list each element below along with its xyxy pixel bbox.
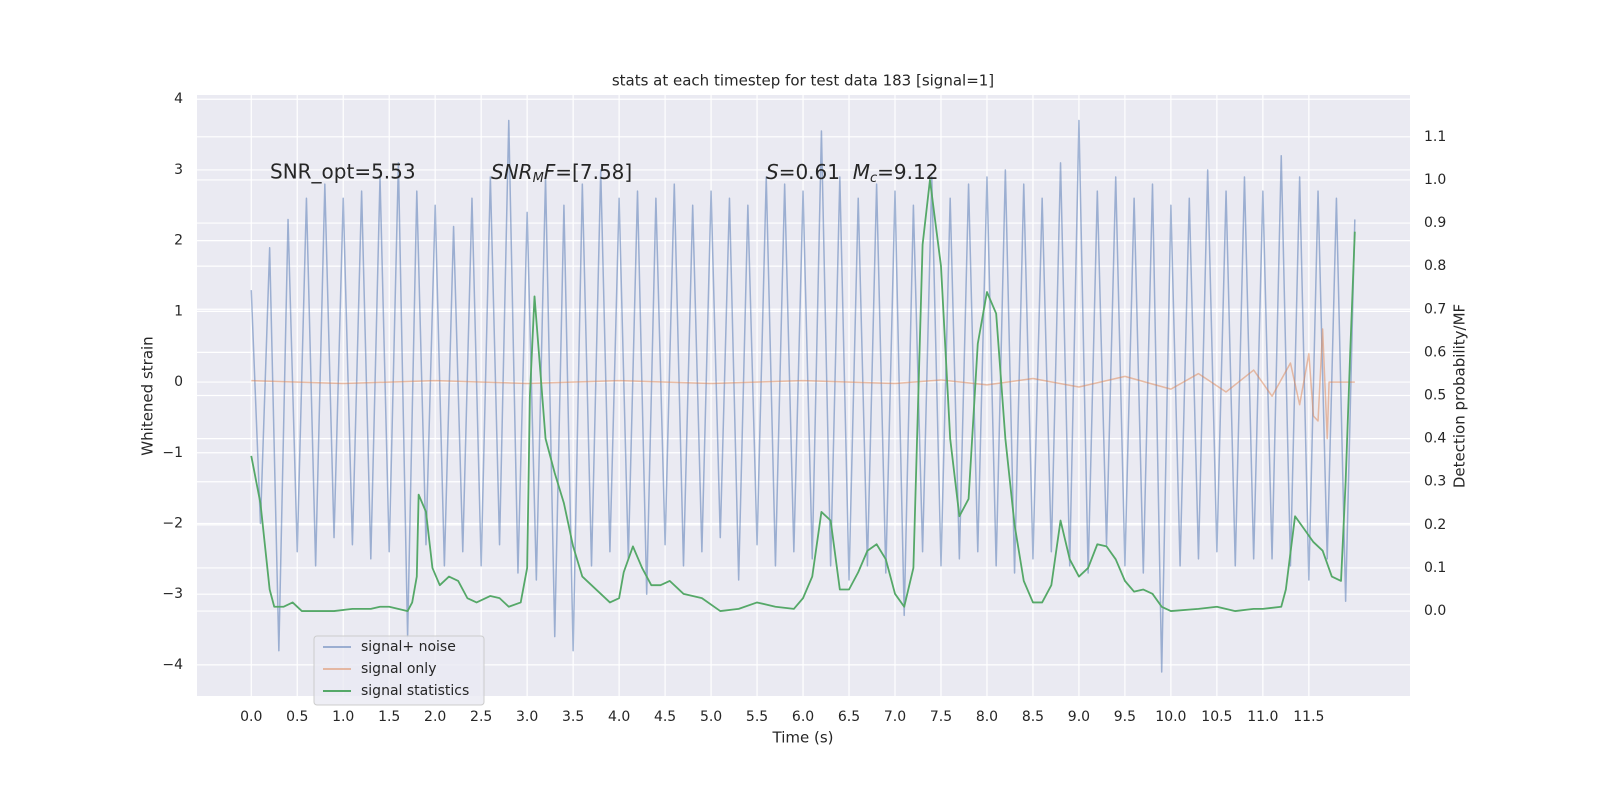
legend-box xyxy=(313,635,485,706)
x-tick-label: 4.5 xyxy=(654,709,676,725)
x-tick-label: 0.5 xyxy=(286,709,308,725)
x-tick-label: 10.0 xyxy=(1155,709,1186,725)
x-tick-label: 9.0 xyxy=(1068,709,1090,725)
series-line xyxy=(250,119,1356,673)
annotation-part: M xyxy=(853,160,870,184)
x-tick-label: 2.5 xyxy=(470,709,492,725)
legend-label: signal only xyxy=(361,661,436,677)
annotation-part: c xyxy=(870,171,877,186)
y-tick-label: 2 xyxy=(174,233,183,249)
series-line xyxy=(251,328,1355,440)
y2-tick-label: 0.8 xyxy=(1424,258,1446,274)
y-tick-label: 0 xyxy=(174,374,183,390)
x-tick-label: 6.5 xyxy=(838,709,860,725)
y2-tick-label: 0.9 xyxy=(1424,215,1446,231)
annotation: SNRMF=[7.58] xyxy=(491,160,632,186)
x-tick-label: 8.5 xyxy=(1022,709,1044,725)
x-tick-label: 11.5 xyxy=(1293,709,1324,725)
y-tick-label: −3 xyxy=(162,586,183,602)
annotation: S=0.61 Mc=9.12 xyxy=(766,160,938,186)
x-tick-label: 7.0 xyxy=(884,709,906,725)
annotation: SNR_opt=5.53 xyxy=(270,160,416,184)
annotation-part: =9.12 xyxy=(877,160,938,184)
x-tick-label: 10.5 xyxy=(1201,709,1232,725)
x-tick-label: 8.0 xyxy=(976,709,998,725)
y-tick-label: −4 xyxy=(162,657,183,673)
x-tick-label: 9.5 xyxy=(1114,709,1136,725)
y2-axis-label: Detection probability/MF xyxy=(1451,304,1469,488)
marks xyxy=(250,119,1356,673)
y2-tick-label: 1.1 xyxy=(1424,129,1446,145)
chart-title: stats at each timestep for test data 183… xyxy=(612,72,994,90)
annotation-part: =0.61 xyxy=(779,160,853,184)
annotation-part: SNR xyxy=(491,160,533,184)
y-tick-label: −1 xyxy=(162,445,183,461)
y-axis-label: Whitened strain xyxy=(139,336,157,455)
x-tick-label: 6.0 xyxy=(792,709,814,725)
x-tick-label: 7.5 xyxy=(930,709,952,725)
x-tick-label: 0.0 xyxy=(240,709,262,725)
y2-tick-label: 0.1 xyxy=(1424,560,1446,576)
y2-tick-label: 0.2 xyxy=(1424,517,1446,533)
x-tick-label: 1.5 xyxy=(378,709,400,725)
series-line xyxy=(250,179,1356,612)
legend-label: signal+ noise xyxy=(361,639,456,655)
y-tick-label: 4 xyxy=(174,91,183,107)
x-tick-label: 5.5 xyxy=(746,709,768,725)
x-tick-label: 1.0 xyxy=(332,709,354,725)
y2-tick-label: 0.0 xyxy=(1424,603,1446,619)
annotation-part: M xyxy=(533,171,544,186)
x-tick-label: 3.0 xyxy=(516,709,538,725)
y2-tick-label: 0.6 xyxy=(1424,344,1446,360)
legend: signal+ noise signal only signal statistic… xyxy=(313,635,485,706)
y2-tick-label: 0.5 xyxy=(1424,388,1446,404)
annotation-part: S xyxy=(766,160,779,184)
legend-label: signal statistics xyxy=(361,683,469,699)
x-tick-label: 11.0 xyxy=(1247,709,1278,725)
y2-tick-label: 1.0 xyxy=(1424,172,1446,188)
x-tick-label: 3.5 xyxy=(562,709,584,725)
y-tick-label: −2 xyxy=(162,515,183,531)
x-axis-label: Time (s) xyxy=(772,729,834,747)
x-tick-label: 5.0 xyxy=(700,709,722,725)
x-tick-label: 4.0 xyxy=(608,709,630,725)
y2-tick-label: 0.3 xyxy=(1424,474,1446,490)
annotation-part: =[7.58] xyxy=(555,160,632,184)
y2-tick-label: 0.4 xyxy=(1424,431,1446,447)
y-tick-label: 1 xyxy=(174,303,183,319)
x-tick-label: 2.0 xyxy=(424,709,446,725)
annotation-part: F xyxy=(544,160,556,184)
labels: 0.0 0.5 1.0 1.5 2.0 2.5 3.0 3.5 4.0 4.5 5.0 5.5 6.0 6… xyxy=(162,91,1446,725)
y2-tick-label: 0.7 xyxy=(1424,301,1446,317)
y-tick-label: 3 xyxy=(174,162,183,178)
